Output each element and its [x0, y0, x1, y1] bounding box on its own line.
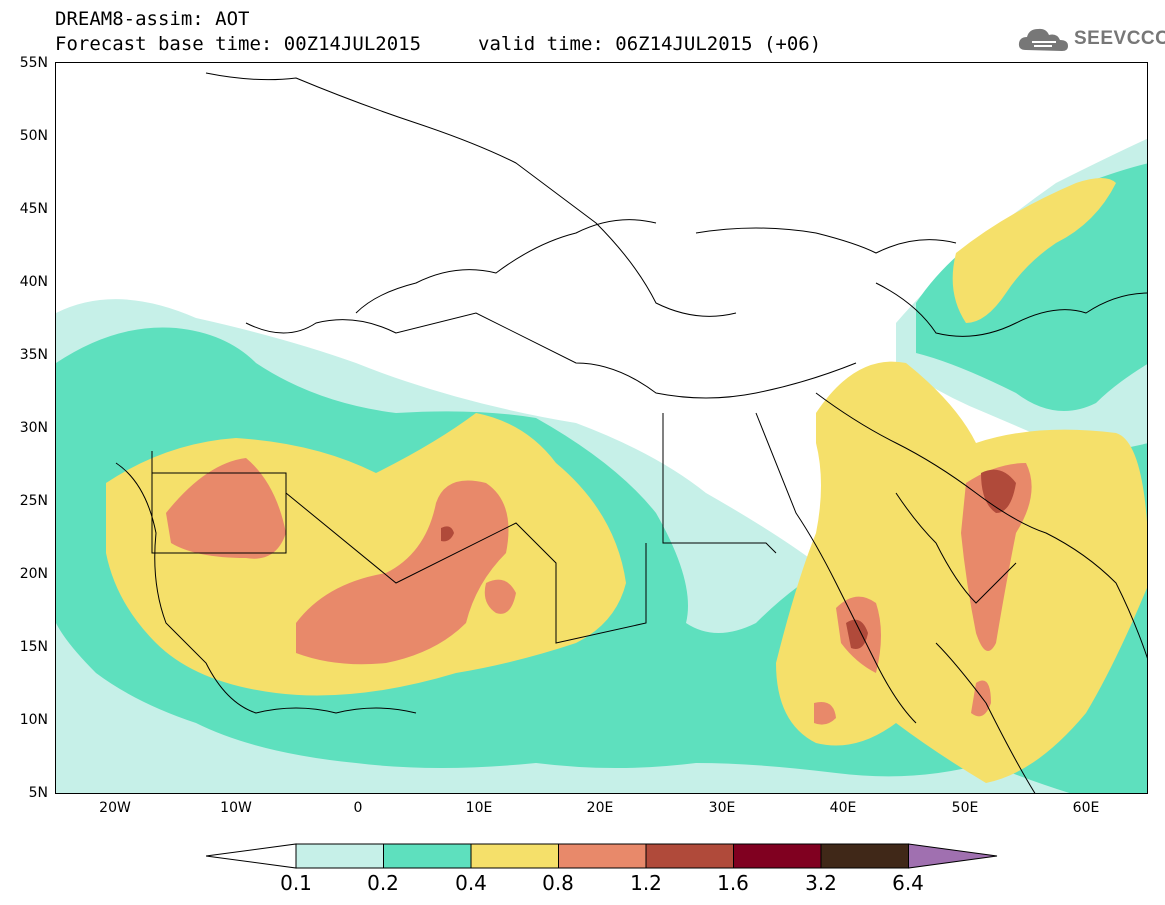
- aot-colorbar: [206, 843, 998, 869]
- lon-label: 20W: [99, 800, 131, 816]
- title-line-1: DREAM8-assim: AOT: [55, 8, 250, 30]
- logo-text: SEEVCCC: [1074, 28, 1165, 49]
- lon-label: 20E: [586, 800, 614, 816]
- colorbar-label: 0.4: [455, 871, 487, 895]
- title-line-2: Forecast base time: 00Z14JUL2015: [55, 33, 422, 55]
- lon-label: 0: [353, 800, 363, 816]
- lat-label: 15N: [19, 639, 48, 655]
- map-panel: [55, 62, 1148, 794]
- colorbar-swatch-0.2: [383, 843, 472, 869]
- lat-label: 25N: [19, 493, 48, 509]
- lat-label: 35N: [19, 347, 48, 363]
- colorbar-label: 1.6: [717, 871, 749, 895]
- colorbar-swatch-0.8: [558, 843, 647, 869]
- colorbar-label: 3.2: [805, 871, 837, 895]
- colorbar-swatch-1.6: [733, 843, 822, 869]
- country-borders: [115, 72, 1147, 793]
- lat-label: 20N: [19, 566, 48, 582]
- lon-label: 60E: [1072, 800, 1100, 816]
- colorbar-label: 0.1: [280, 871, 312, 895]
- colorbar-label: 0.2: [367, 871, 399, 895]
- aot-level-0.8: [166, 458, 1032, 725]
- lat-label: 10N: [19, 712, 48, 728]
- lat-label: 45N: [19, 201, 48, 217]
- colorbar-swatch-0.4: [470, 843, 559, 869]
- lon-label: 10W: [220, 800, 252, 816]
- colorbar-label: 0.8: [542, 871, 574, 895]
- colorbar-label: 1.2: [630, 871, 662, 895]
- lat-label: 55N: [19, 55, 48, 71]
- lon-label: 50E: [951, 800, 979, 816]
- lat-label: 30N: [19, 420, 48, 436]
- aot-level-1.2: [441, 469, 1016, 649]
- colorbar-label: 6.4: [892, 871, 924, 895]
- seevccc-logo: SEEVCCC: [1016, 24, 1165, 56]
- colorbar-max-triangle: [908, 843, 998, 869]
- lon-label: 30E: [708, 800, 736, 816]
- colorbar-swatch-1.2: [645, 843, 734, 869]
- lat-label: 50N: [19, 128, 48, 144]
- lat-label: 40N: [19, 274, 48, 290]
- colorbar-swatch-3.2: [820, 843, 909, 869]
- lat-label: 5N: [28, 785, 48, 801]
- colorbar-min-triangle: [206, 843, 297, 869]
- colorbar-swatch-0.1: [295, 843, 384, 869]
- cloud-icon: [1018, 28, 1068, 51]
- valid-time: valid time: 06Z14JUL2015 (+06): [478, 33, 822, 55]
- lon-label: 40E: [829, 800, 857, 816]
- lon-label: 10E: [465, 800, 493, 816]
- aot-level-0.4: [106, 178, 1147, 783]
- aot-map: [56, 72, 1147, 793]
